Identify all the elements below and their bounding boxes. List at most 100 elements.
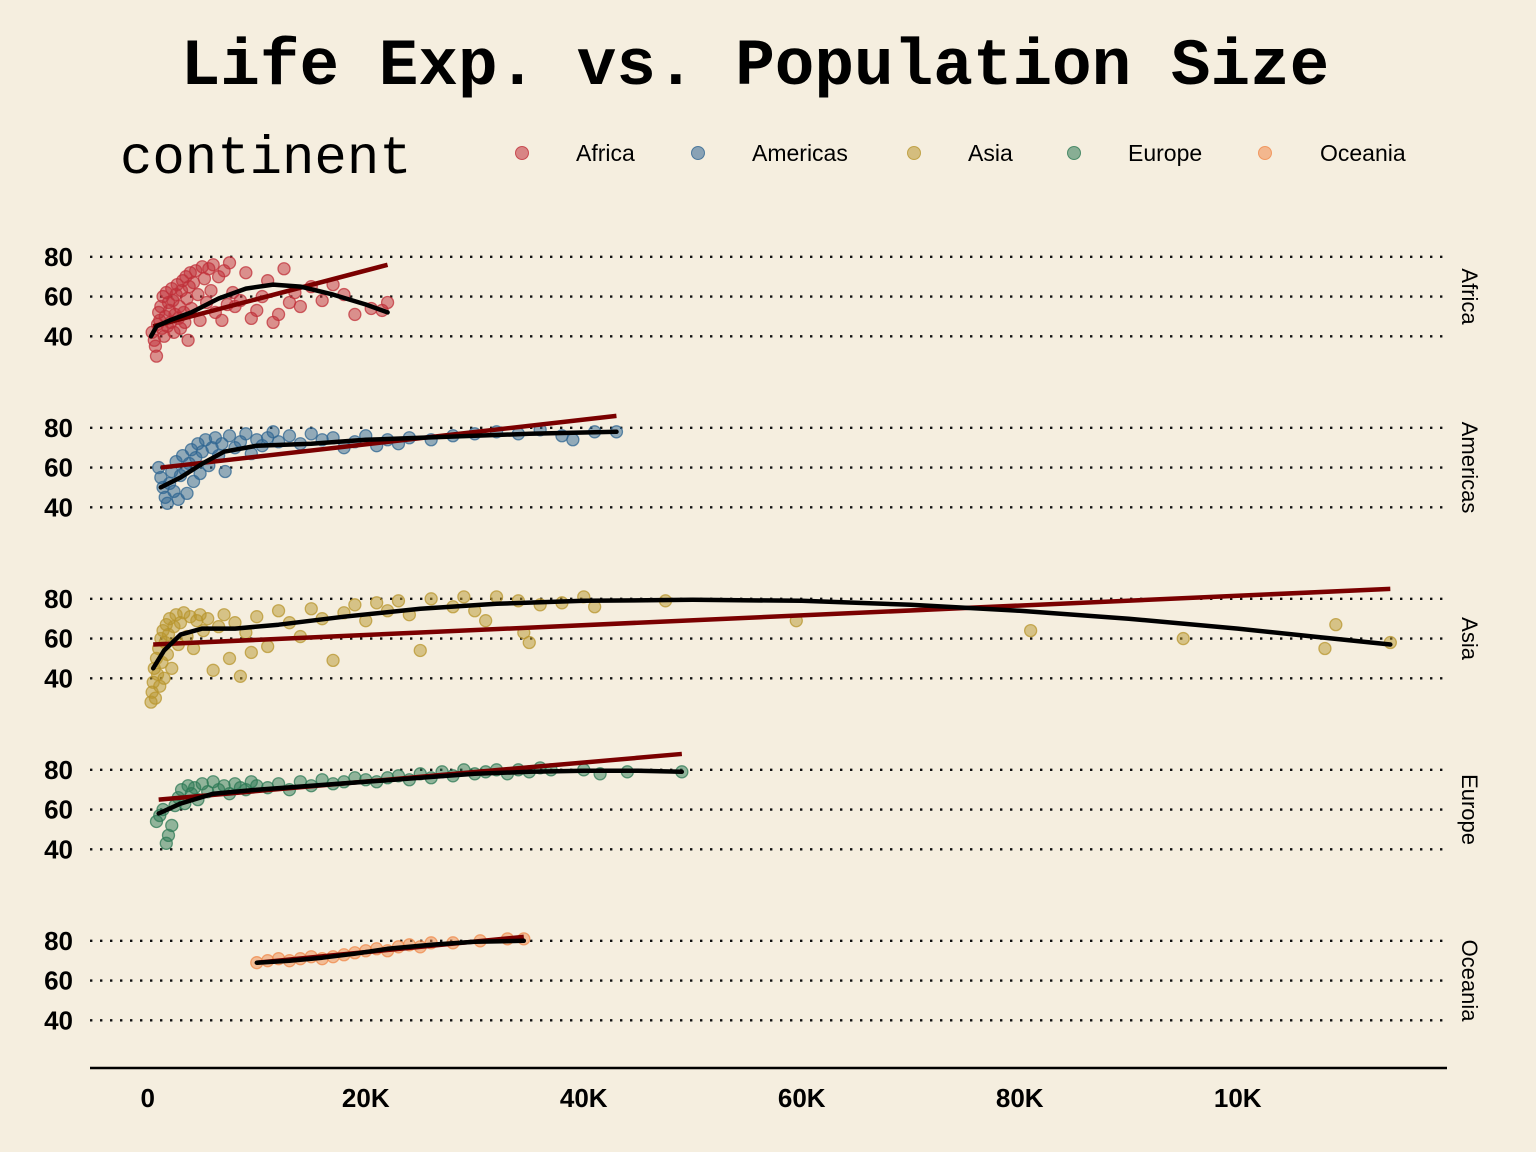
data-point <box>413 643 427 658</box>
y-tick-label: 60 <box>44 795 73 825</box>
data-point <box>206 258 220 272</box>
data-point <box>282 429 297 443</box>
data-point <box>206 663 220 677</box>
data-point <box>304 427 318 441</box>
legend-item-oceania: Oceania <box>1258 140 1406 166</box>
strip-label: Oceania <box>1457 940 1482 1023</box>
panel-oceania: 40 60 80 Oceania <box>44 926 1482 1035</box>
data-point <box>566 433 580 447</box>
data-point <box>239 266 253 280</box>
data-point <box>457 590 471 604</box>
data-point <box>222 429 237 443</box>
data-point <box>315 293 329 308</box>
data-point <box>222 256 237 270</box>
legend-label: Oceania <box>1320 140 1406 166</box>
legend-label: Asia <box>968 140 1013 166</box>
chart-title: Life Exp. vs. Population Size <box>181 29 1330 104</box>
x-tick-label: 10K <box>1214 1083 1262 1113</box>
data-point <box>271 307 286 322</box>
y-tick-label: 80 <box>44 926 73 956</box>
y-tick-label: 40 <box>44 492 73 522</box>
data-point <box>348 598 362 612</box>
data-point <box>165 661 179 675</box>
y-tick-label: 60 <box>44 282 73 312</box>
smooth-fit-line <box>150 597 1393 671</box>
data-point <box>201 612 215 626</box>
data-point <box>348 307 362 322</box>
legend-label: Africa <box>576 140 635 166</box>
data-point <box>244 645 258 660</box>
strip-label: Americas <box>1457 422 1482 514</box>
linear-fit-line <box>153 586 1391 647</box>
smooth-fit-line <box>158 429 619 490</box>
smooth-fit-line <box>156 768 685 816</box>
data-point <box>522 635 536 650</box>
data-point <box>204 283 218 298</box>
y-tick-label: 60 <box>44 966 73 996</box>
legend-item-africa: Africa <box>515 140 635 166</box>
data-point <box>261 639 275 654</box>
panel-asia: 40 60 80 Asia <box>44 584 1482 709</box>
legend: continent Africa Americas Asia Europe Oceani… <box>120 129 1406 190</box>
y-tick-label: 80 <box>44 755 73 785</box>
legend-item-asia: Asia <box>907 140 1013 166</box>
y-tick-label: 60 <box>44 453 73 483</box>
data-point <box>148 691 163 705</box>
data-point <box>1329 618 1343 632</box>
strip-label: Asia <box>1457 617 1482 661</box>
legend-marker <box>515 146 529 160</box>
y-tick-label: 80 <box>44 584 73 614</box>
smooth-fit-line <box>254 938 527 965</box>
data-point <box>215 313 229 328</box>
y-tick-label: 40 <box>44 834 73 864</box>
data-point <box>391 594 406 608</box>
legend-item-europe: Europe <box>1067 140 1202 166</box>
legend-title: continent <box>120 129 412 190</box>
x-tick-label: 0 <box>141 1083 155 1113</box>
legend-marker <box>1258 146 1272 160</box>
data-point <box>218 464 232 479</box>
panel-europe: 40 60 80 Europe <box>44 751 1482 864</box>
data-point <box>186 276 201 290</box>
y-tick-label: 40 <box>44 663 73 693</box>
data-point <box>370 596 384 610</box>
panel-americas: 40 60 80 Americas <box>44 413 1482 522</box>
legend-marker <box>1067 146 1081 160</box>
data-point <box>424 592 438 606</box>
data-point <box>326 653 340 668</box>
strip-label: Africa <box>1457 268 1482 325</box>
data-point <box>304 602 318 616</box>
data-point <box>380 295 395 310</box>
data-point <box>157 671 171 685</box>
data-point <box>293 299 308 314</box>
legend-marker <box>691 146 705 160</box>
x-tick-label: 40K <box>560 1083 608 1113</box>
points-africa <box>145 256 395 363</box>
x-tick-label: 80K <box>996 1083 1044 1113</box>
data-point <box>489 590 504 604</box>
data-point <box>1318 641 1332 656</box>
data-point <box>217 608 231 622</box>
data-point <box>1023 623 1038 638</box>
legend-label: Europe <box>1128 140 1202 166</box>
smooth-fit-line <box>148 282 390 339</box>
panel-africa: 40 60 80 Africa <box>44 242 1482 363</box>
data-point <box>180 486 194 501</box>
y-tick-label: 40 <box>44 1005 73 1035</box>
data-point <box>149 349 164 363</box>
data-point <box>233 669 248 683</box>
data-point <box>191 287 205 302</box>
data-point <box>215 437 229 451</box>
data-point <box>222 651 237 666</box>
data-point <box>479 614 493 628</box>
legend-label: Americas <box>752 140 848 166</box>
linear-fit-line <box>160 413 617 470</box>
points-asia <box>144 590 1397 709</box>
facet-panels: 40 60 80 Africa 40 60 80 Americas 40 60 80 Asia 40 60… <box>44 242 1482 1035</box>
data-point <box>266 425 280 439</box>
x-tick-label: 20K <box>342 1083 390 1113</box>
data-point <box>277 262 291 276</box>
data-point <box>250 303 264 318</box>
y-tick-label: 40 <box>44 321 73 351</box>
